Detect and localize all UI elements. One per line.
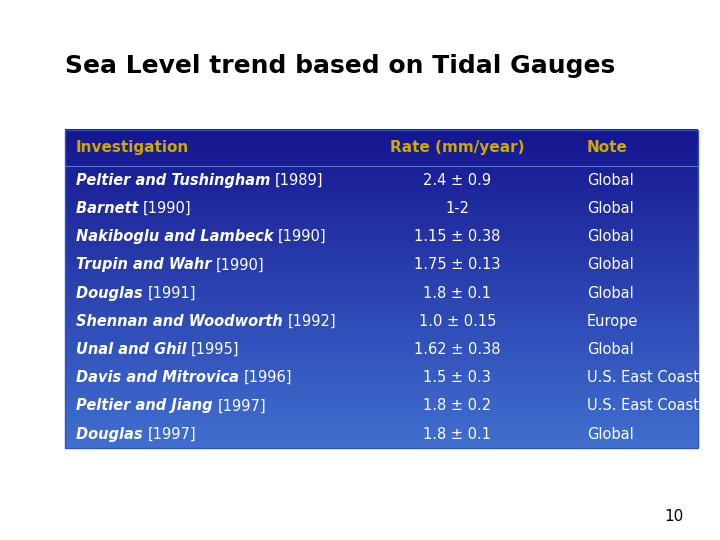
Text: Shennan and Woodworth: Shennan and Woodworth (76, 314, 287, 329)
Text: Unal and Ghil: Unal and Ghil (76, 342, 192, 357)
Text: [1996]: [1996] (244, 370, 292, 385)
Text: Europe: Europe (587, 314, 638, 329)
Text: 1.8 ± 0.1: 1.8 ± 0.1 (423, 286, 491, 301)
Text: 1.75 ± 0.13: 1.75 ± 0.13 (414, 258, 500, 272)
Text: Global: Global (587, 286, 634, 301)
Text: Global: Global (587, 342, 634, 357)
Text: 10: 10 (665, 509, 684, 524)
Text: [1997]: [1997] (217, 399, 266, 414)
Text: Douglas: Douglas (76, 427, 148, 442)
Text: Note: Note (587, 140, 628, 156)
Text: 1.5 ± 0.3: 1.5 ± 0.3 (423, 370, 491, 385)
Text: 2.4 ± 0.9: 2.4 ± 0.9 (423, 173, 491, 188)
Text: [1990]: [1990] (278, 229, 327, 244)
Text: 1.8 ± 0.2: 1.8 ± 0.2 (423, 399, 491, 414)
Text: 1-2: 1-2 (445, 201, 469, 216)
Text: [1995]: [1995] (192, 342, 240, 357)
Text: Sea Level trend based on Tidal Gauges: Sea Level trend based on Tidal Gauges (65, 54, 615, 78)
Text: [1989]: [1989] (275, 173, 323, 188)
Text: Peltier and Tushingham: Peltier and Tushingham (76, 173, 275, 188)
Text: Global: Global (587, 229, 634, 244)
Text: [1997]: [1997] (148, 427, 196, 442)
Text: U.S. East Coast: U.S. East Coast (587, 399, 699, 414)
Text: Global: Global (587, 173, 634, 188)
Text: 1.0 ± 0.15: 1.0 ± 0.15 (418, 314, 496, 329)
Text: Global: Global (587, 201, 634, 216)
Text: Rate (mm/year): Rate (mm/year) (390, 140, 524, 156)
Text: Global: Global (587, 427, 634, 442)
Text: Trupin and Wahr: Trupin and Wahr (76, 258, 216, 272)
Text: [1991]: [1991] (148, 286, 196, 301)
Text: Global: Global (587, 258, 634, 272)
Text: 1.15 ± 0.38: 1.15 ± 0.38 (414, 229, 500, 244)
Text: [1992]: [1992] (287, 314, 336, 329)
Text: Peltier and Jiang: Peltier and Jiang (76, 399, 217, 414)
Text: Investigation: Investigation (76, 140, 189, 156)
Text: Nakiboglu and Lambeck: Nakiboglu and Lambeck (76, 229, 278, 244)
Text: [1990]: [1990] (216, 258, 265, 272)
Text: Douglas: Douglas (76, 286, 148, 301)
Text: [1990]: [1990] (143, 201, 192, 216)
Text: 1.62 ± 0.38: 1.62 ± 0.38 (414, 342, 500, 357)
Text: Barnett: Barnett (76, 201, 143, 216)
Text: Davis and Mitrovica: Davis and Mitrovica (76, 370, 244, 385)
Text: 1.8 ± 0.1: 1.8 ± 0.1 (423, 427, 491, 442)
Text: U.S. East Coast: U.S. East Coast (587, 370, 699, 385)
